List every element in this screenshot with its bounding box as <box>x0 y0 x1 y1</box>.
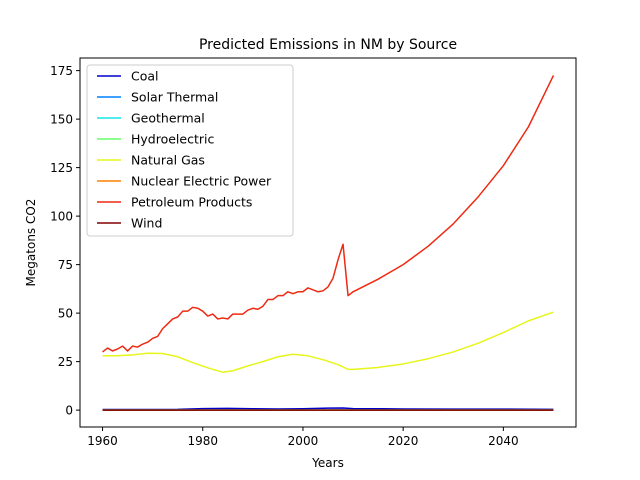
y-tick-label: 0 <box>65 404 73 418</box>
y-axis: 0 25 50 75 100 125 150 175 <box>50 64 80 418</box>
y-tick-label: 125 <box>50 161 73 175</box>
y-tick-label: 150 <box>50 113 73 127</box>
plot-frame <box>79 57 577 428</box>
x-tick-label: 1960 <box>87 434 118 448</box>
x-axis: 1960 1980 2000 2020 2040 <box>87 427 519 448</box>
y-axis-label: Megatons CO2 <box>24 199 38 287</box>
y-tick-label: 100 <box>50 210 73 224</box>
legend-label-coal: Coal <box>131 69 159 84</box>
x-tick-label: 2040 <box>488 434 519 448</box>
y-tick-label: 175 <box>50 64 73 78</box>
plot-lines <box>102 75 555 411</box>
y-tick-label: 25 <box>58 355 73 369</box>
legend-box <box>86 64 294 237</box>
series-line-coal <box>102 407 554 411</box>
y-tick-label: 75 <box>58 258 73 272</box>
chart-title: Predicted Emissions in NM by Source <box>199 37 457 53</box>
x-axis-label: Years <box>311 456 344 470</box>
y-tick-label: 50 <box>58 307 73 321</box>
legend-label-wind: Wind <box>131 216 162 231</box>
legend-label-hydroelectric: Hydroelectric <box>131 132 214 147</box>
legend: Coal Solar Thermal Geothermal Hydroelectric… <box>86 64 294 237</box>
legend-label-nuclear-electric-power: Nuclear Electric Power <box>131 174 272 189</box>
legend-label-solar-thermal: Solar Thermal <box>131 90 218 105</box>
legend-label-geothermal: Geothermal <box>131 111 205 126</box>
x-tick-label: 2000 <box>288 434 319 448</box>
x-tick-label: 2020 <box>388 434 419 448</box>
series-line-natural-gas <box>102 311 554 374</box>
legend-label-natural-gas: Natural Gas <box>131 153 205 168</box>
legend-label-petroleum-products: Petroleum Products <box>131 195 252 210</box>
series-line-petroleum-products <box>102 75 555 353</box>
x-tick-label: 1980 <box>187 434 218 448</box>
